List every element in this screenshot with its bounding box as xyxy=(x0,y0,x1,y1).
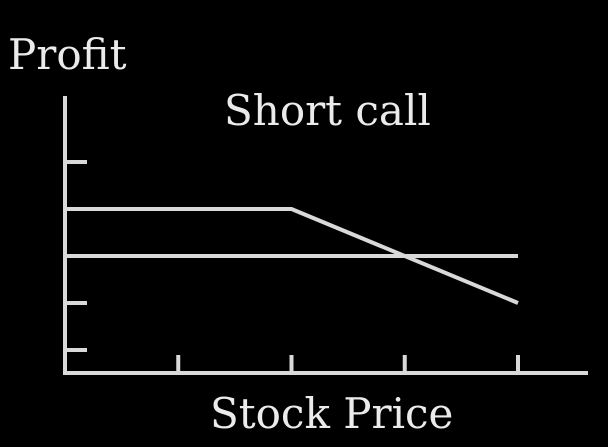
x-axis-label: Stock Price xyxy=(210,389,454,438)
chart-title: Short call xyxy=(224,86,431,135)
short-call-payoff-line xyxy=(65,207,519,305)
y-axis-label: Profit xyxy=(8,30,127,79)
